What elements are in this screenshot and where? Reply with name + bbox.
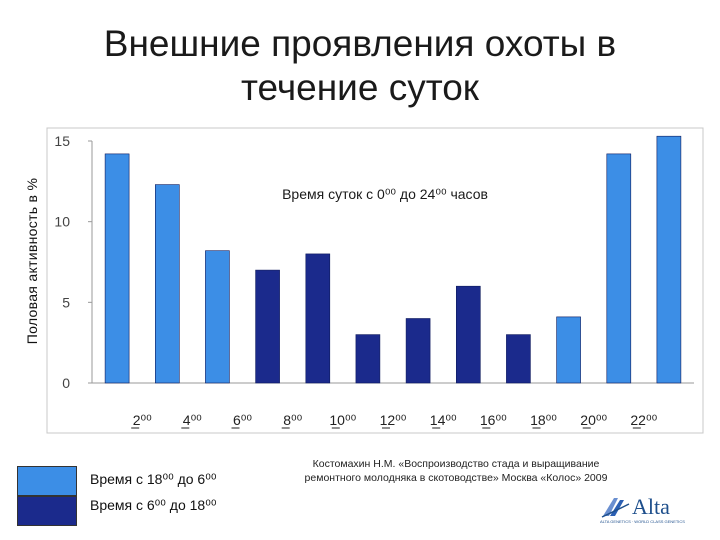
- bar-day: [305, 253, 331, 384]
- y-tick-label: 15: [54, 133, 70, 149]
- bar-night: [606, 153, 632, 384]
- x-tick-label: 20⁰⁰: [580, 412, 607, 428]
- y-axis: 0 5 10 15: [54, 133, 694, 391]
- x-tick-label: 6⁰⁰: [233, 412, 252, 428]
- y-tick-label: 0: [62, 375, 70, 391]
- x-tick-label: 8⁰⁰: [283, 412, 302, 428]
- legend-label-night: Время с 18⁰⁰ до 6⁰⁰: [90, 471, 217, 487]
- bar-day: [506, 334, 531, 384]
- x-tick-label: 12⁰⁰: [380, 412, 407, 428]
- bar-night: [205, 250, 230, 384]
- bar-night: [104, 153, 130, 384]
- alta-logo-tagline: ALTA GENETICS · WORLD CLASS GENETICS: [600, 519, 685, 524]
- title-line-1: Внешние проявления охоты в: [103, 23, 617, 64]
- y-tick-label: 5: [62, 294, 70, 310]
- x-tick-labels: 2⁰⁰ 4⁰⁰ 6⁰⁰ 8⁰⁰ 10⁰⁰ 12⁰⁰ 14⁰⁰ 16⁰⁰ 18⁰⁰ 20⁰⁰ 22⁰⁰: [131, 412, 658, 429]
- bar-night: [556, 316, 581, 384]
- legend-label-day: Время с 6⁰⁰ до 18⁰⁰: [90, 497, 217, 513]
- x-tick-label: 4⁰⁰: [183, 412, 202, 428]
- page-title: Внешние проявления охоты в течение суток: [0, 22, 720, 110]
- alta-logo: Alta ALTA GENETICS · WORLD CLASS GENETIC…: [600, 492, 710, 526]
- y-tick-label: 10: [54, 214, 70, 230]
- alta-logo-name: Alta: [632, 494, 670, 519]
- legend-swatch-night: [17, 466, 77, 496]
- x-tick-label: 2⁰⁰: [133, 412, 152, 428]
- alta-logo-icon: [601, 498, 630, 518]
- legend-swatch-day: [17, 496, 77, 526]
- x-tick-label: 10⁰⁰: [329, 412, 356, 428]
- bar-day: [405, 318, 431, 384]
- x-tick-label: 18⁰⁰: [530, 412, 557, 428]
- source-citation: Костомахин Н.М. «Воспроизводство стада и…: [304, 458, 608, 484]
- bar-day: [355, 334, 381, 384]
- x-tick-label: 22⁰⁰: [630, 412, 657, 428]
- title-line-2: течение суток: [241, 67, 479, 108]
- chart-frame: [46, 127, 704, 434]
- chart-annotation: Время суток с 0⁰⁰ до 24⁰⁰ часов: [282, 186, 488, 202]
- bar-day: [455, 285, 481, 384]
- bar-day: [255, 269, 280, 384]
- bar-night: [656, 135, 682, 384]
- bars-group: [104, 135, 682, 384]
- x-tick-label: 16⁰⁰: [480, 412, 507, 428]
- bar-night: [155, 184, 180, 384]
- x-tick-label: 14⁰⁰: [430, 412, 457, 428]
